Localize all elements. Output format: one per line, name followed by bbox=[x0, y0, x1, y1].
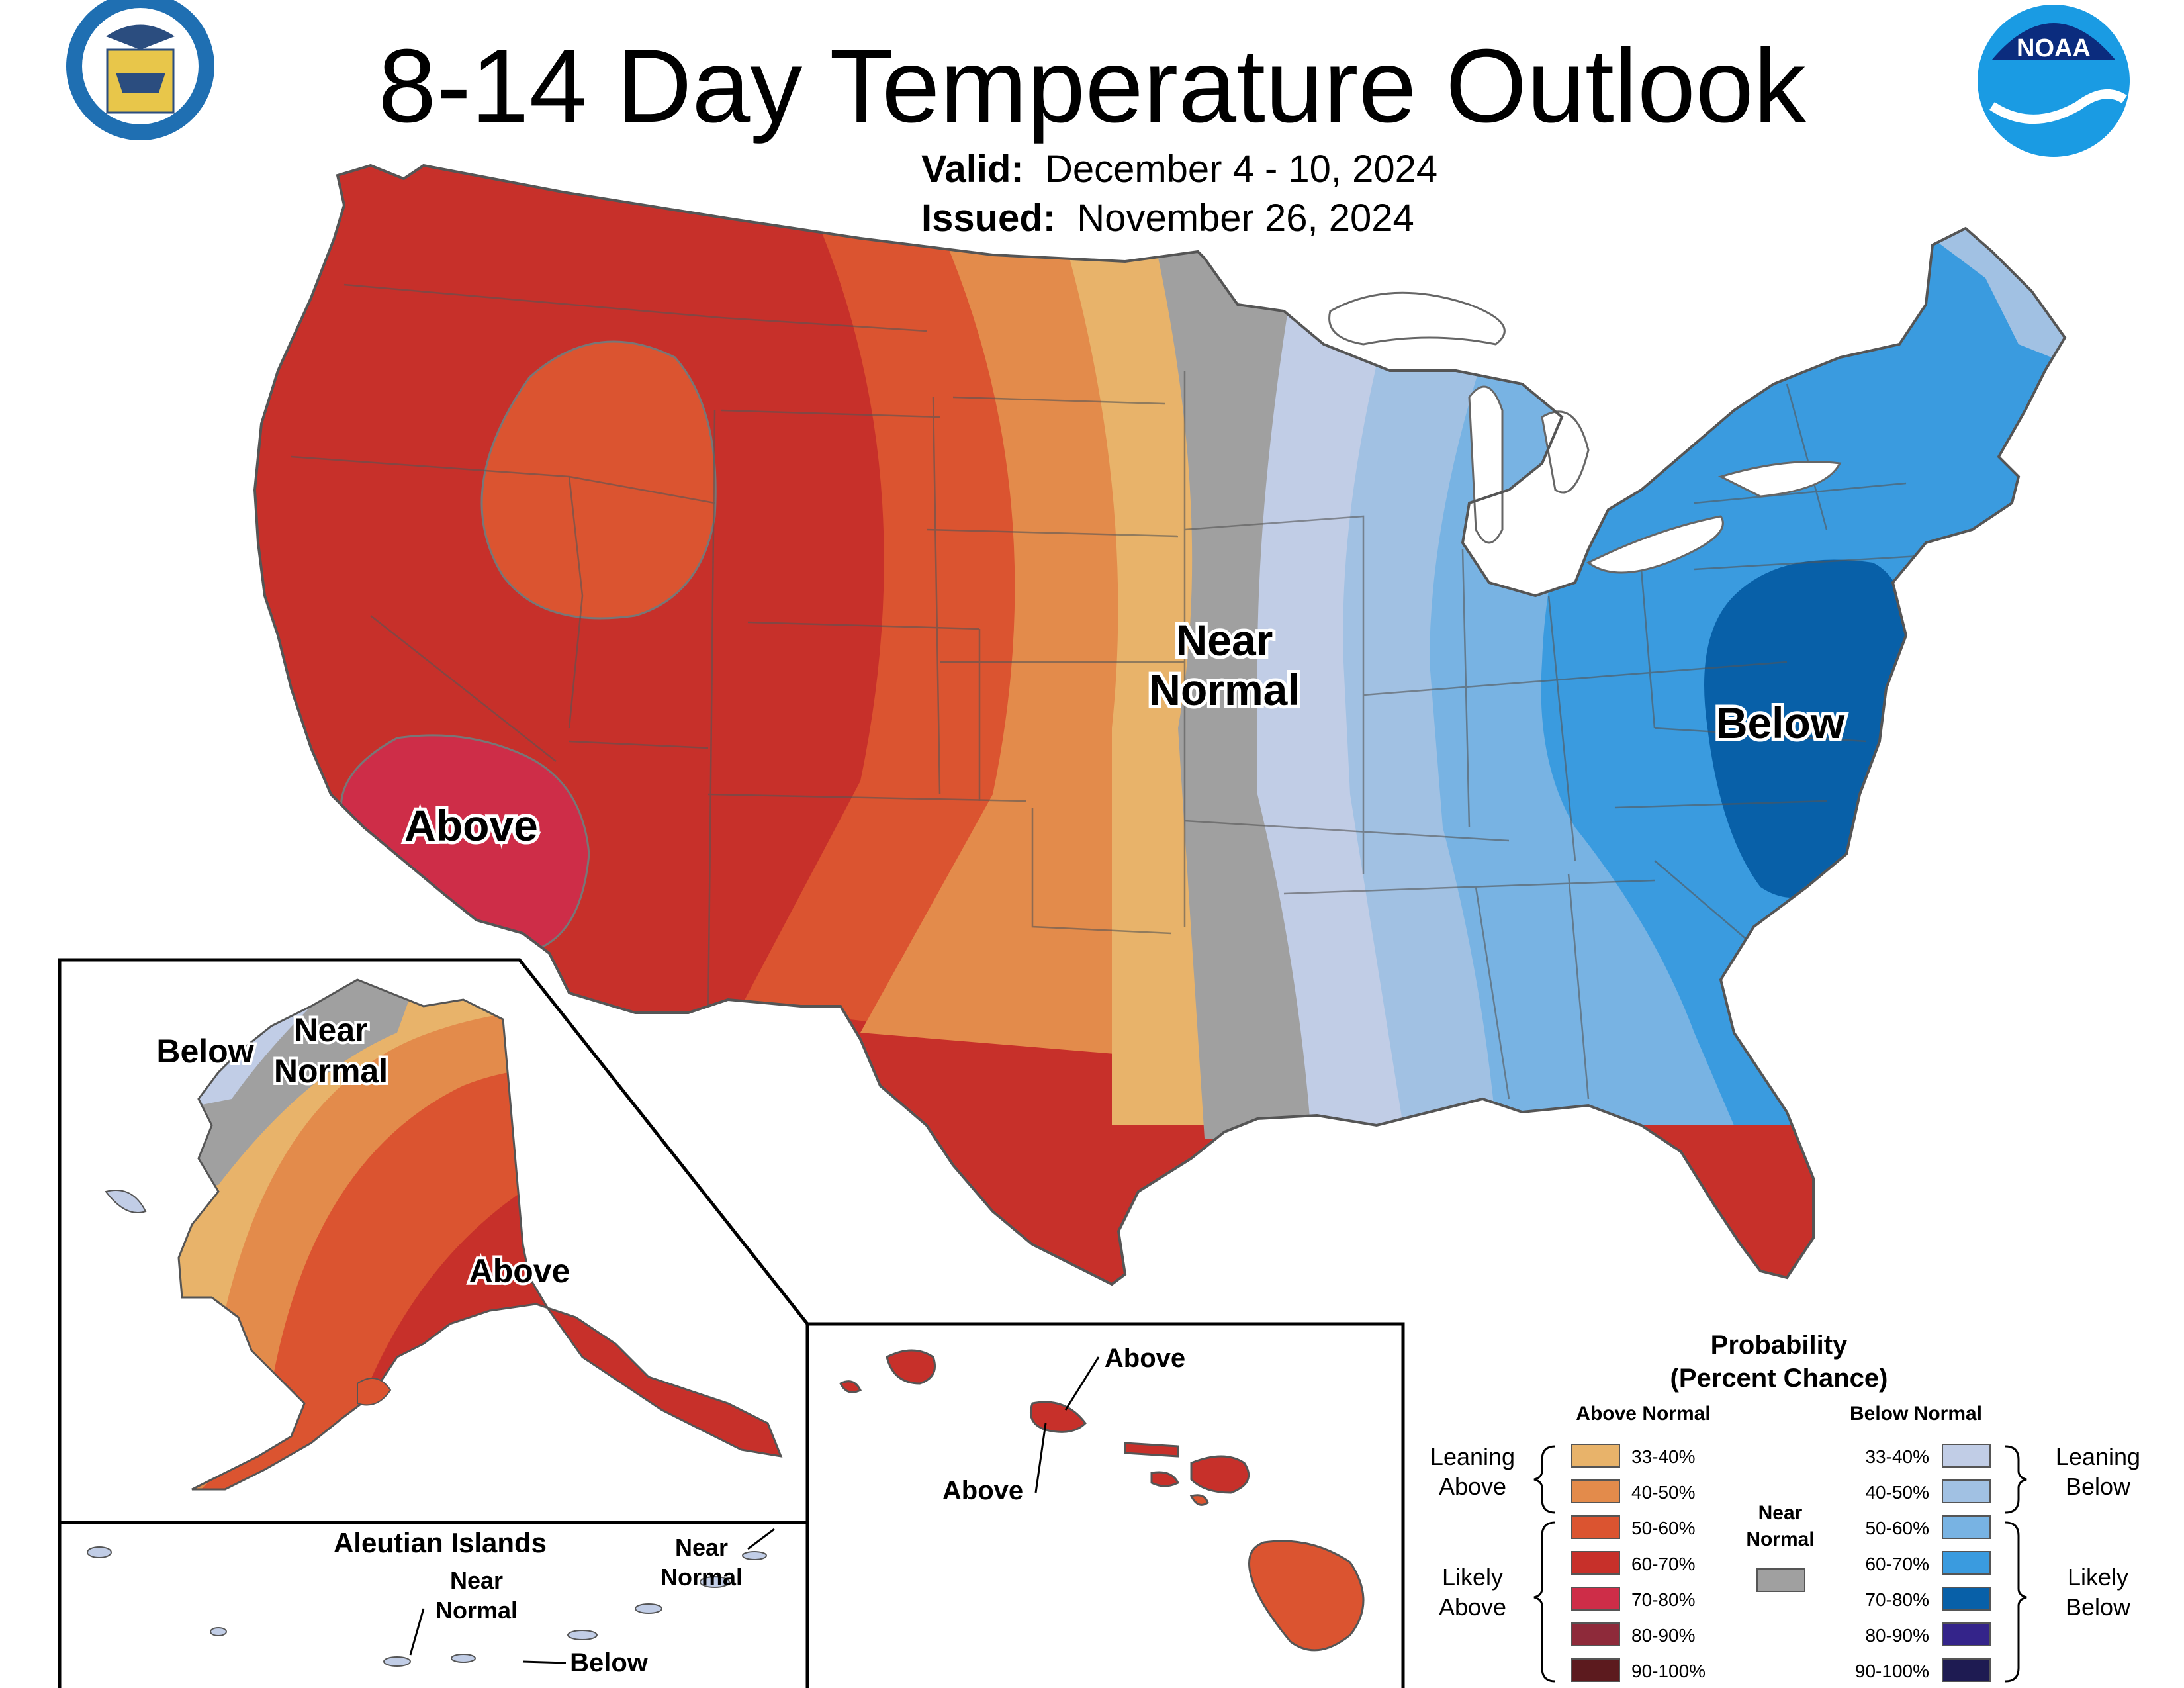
legend-below-swatch-4 bbox=[1942, 1587, 1991, 1611]
legend-above-range-label-6: 90-100% bbox=[1631, 1661, 1706, 1681]
legend-below-range-label-5: 80-90% bbox=[1865, 1625, 1929, 1646]
legend-above-swatch-2 bbox=[1571, 1515, 1620, 1539]
legend-leaning-below-1: Leaning bbox=[2056, 1443, 2140, 1470]
legend-above-range-label-3: 60-70% bbox=[1631, 1554, 1696, 1574]
legend-above-swatch-0 bbox=[1571, 1444, 1620, 1468]
legend-above-swatch-3 bbox=[1571, 1551, 1620, 1575]
aleutian-near-label-a1: Near bbox=[450, 1567, 503, 1594]
hi-above-leader-2 bbox=[1034, 1423, 1047, 1493]
valid-dates: December 4 - 10, 2024 bbox=[1044, 148, 1438, 191]
legend-below-swatches: 33-40% 40-50% 50-60% 60-70% 70-80% 80-90% 90-1… bbox=[1855, 1444, 1991, 1682]
great-lakes bbox=[1328, 291, 1842, 574]
legend-below-range-label-4: 70-80% bbox=[1865, 1589, 1929, 1610]
hawaii-islands bbox=[839, 1349, 1365, 1652]
legend-likely-above-2: Above bbox=[1439, 1593, 1506, 1620]
brace-leaning-above bbox=[1533, 1445, 1556, 1514]
legend-above-swatch-4 bbox=[1571, 1587, 1620, 1611]
kodiak-island bbox=[357, 1378, 392, 1406]
st-lawrence-island bbox=[105, 1190, 147, 1213]
legend: Probability (Percent Chance) Above Norma… bbox=[1430, 1331, 2140, 1683]
legend-below-swatch-0 bbox=[1942, 1444, 1991, 1468]
legend-leaning-above-1: Leaning bbox=[1430, 1443, 1515, 1470]
legend-above-range-label-2: 50-60% bbox=[1631, 1518, 1696, 1538]
brace-leaning-below bbox=[2005, 1445, 2027, 1514]
valid-line: Valid: December 4 - 10, 2024 bbox=[921, 147, 1437, 191]
legend-above-range-label-4: 70-80% bbox=[1631, 1589, 1696, 1610]
noaa-logo-text: NOAA bbox=[2017, 34, 2091, 62]
legend-above-range-label-5: 80-90% bbox=[1631, 1625, 1696, 1646]
hi-above-label-1: Above bbox=[1105, 1344, 1185, 1373]
legend-below-header: Below Normal bbox=[1850, 1403, 1982, 1425]
conus-below-label: Below bbox=[1716, 698, 1845, 747]
legend-leaning-above-2: Above bbox=[1439, 1473, 1506, 1500]
legend-below-swatch-1 bbox=[1942, 1479, 1991, 1503]
issued-date: November 26, 2024 bbox=[1077, 197, 1414, 240]
legend-near-2: Normal bbox=[1746, 1528, 1814, 1550]
page-title: 8-14 Day Temperature Outlook bbox=[378, 28, 1806, 144]
conus-near-label-2: Normal bbox=[1149, 665, 1299, 714]
issued-line: Issued: November 26, 2024 bbox=[921, 196, 1414, 240]
legend-below-range-label-1: 40-50% bbox=[1865, 1482, 1929, 1503]
brace-likely-below bbox=[2005, 1521, 2027, 1683]
alaska-outline bbox=[177, 978, 783, 1491]
noaa-logo: NOAA bbox=[1978, 5, 2130, 157]
aleutian-below-label: Below bbox=[570, 1648, 649, 1677]
ak-near-label-2: Normal bbox=[274, 1053, 388, 1090]
legend-above-swatches: 33-40% 40-50% 50-60% 60-70% 70-80% 80-90% 90-1… bbox=[1571, 1444, 1706, 1682]
aleutian-near-label-b2: Normal bbox=[660, 1564, 743, 1591]
legend-above-swatch-6 bbox=[1571, 1658, 1620, 1682]
legend-leaning-below-2: Below bbox=[2066, 1473, 2131, 1500]
legend-below-range-label-2: 50-60% bbox=[1865, 1518, 1929, 1538]
hi-above-label-2: Above bbox=[942, 1476, 1023, 1505]
commerce-seal bbox=[66, 0, 214, 140]
conus-outline bbox=[253, 164, 2067, 1286]
legend-above-swatch-1 bbox=[1571, 1479, 1620, 1503]
aleutian-below-leader bbox=[522, 1660, 567, 1664]
legend-likely-below-2: Below bbox=[2066, 1593, 2131, 1620]
issued-label: Issued: bbox=[921, 197, 1056, 240]
hi-above-leader-1 bbox=[1064, 1356, 1100, 1411]
legend-likely-below-1: Likely bbox=[2068, 1564, 2128, 1591]
legend-below-swatch-3 bbox=[1942, 1551, 1991, 1575]
legend-title-2: (Percent Chance) bbox=[1670, 1364, 1888, 1393]
aleutian-islands bbox=[87, 1546, 767, 1667]
valid-label: Valid: bbox=[921, 148, 1024, 191]
legend-below-range-label-6: 90-100% bbox=[1855, 1661, 1929, 1681]
aleutian-title: Aleutian Islands bbox=[334, 1527, 547, 1558]
legend-below-range-label-0: 33-40% bbox=[1865, 1446, 1929, 1467]
legend-likely-above-1: Likely bbox=[1442, 1564, 1503, 1591]
legend-below-swatch-2 bbox=[1942, 1515, 1991, 1539]
aleutian-near-leader-b bbox=[747, 1528, 775, 1550]
conus-above-label: Above bbox=[404, 801, 538, 850]
legend-near-swatch bbox=[1756, 1568, 1805, 1592]
ak-below-label: Below bbox=[156, 1033, 253, 1070]
legend-below-swatch-6 bbox=[1942, 1658, 1991, 1682]
legend-above-range-label-0: 33-40% bbox=[1631, 1446, 1696, 1467]
brace-likely-above bbox=[1533, 1521, 1556, 1683]
legend-above-range-label-1: 40-50% bbox=[1631, 1482, 1696, 1503]
legend-below-range-label-3: 60-70% bbox=[1865, 1554, 1929, 1574]
conus-near-label-1: Near bbox=[1176, 616, 1273, 665]
aleutian-near-label-b1: Near bbox=[675, 1534, 728, 1561]
legend-title-1: Probability bbox=[1711, 1331, 1848, 1360]
legend-below-swatch-5 bbox=[1942, 1622, 1991, 1646]
aleutian-inset-frame bbox=[58, 1521, 809, 1688]
legend-near-1: Near bbox=[1758, 1502, 1803, 1524]
aleutian-near-label-a2: Normal bbox=[435, 1597, 518, 1624]
ak-near-label-1: Near bbox=[294, 1011, 367, 1049]
legend-above-header: Above Normal bbox=[1576, 1403, 1710, 1425]
ak-above-label: Above bbox=[469, 1252, 570, 1289]
aleutian-near-leader-a bbox=[409, 1608, 425, 1656]
legend-above-swatch-5 bbox=[1571, 1622, 1620, 1646]
